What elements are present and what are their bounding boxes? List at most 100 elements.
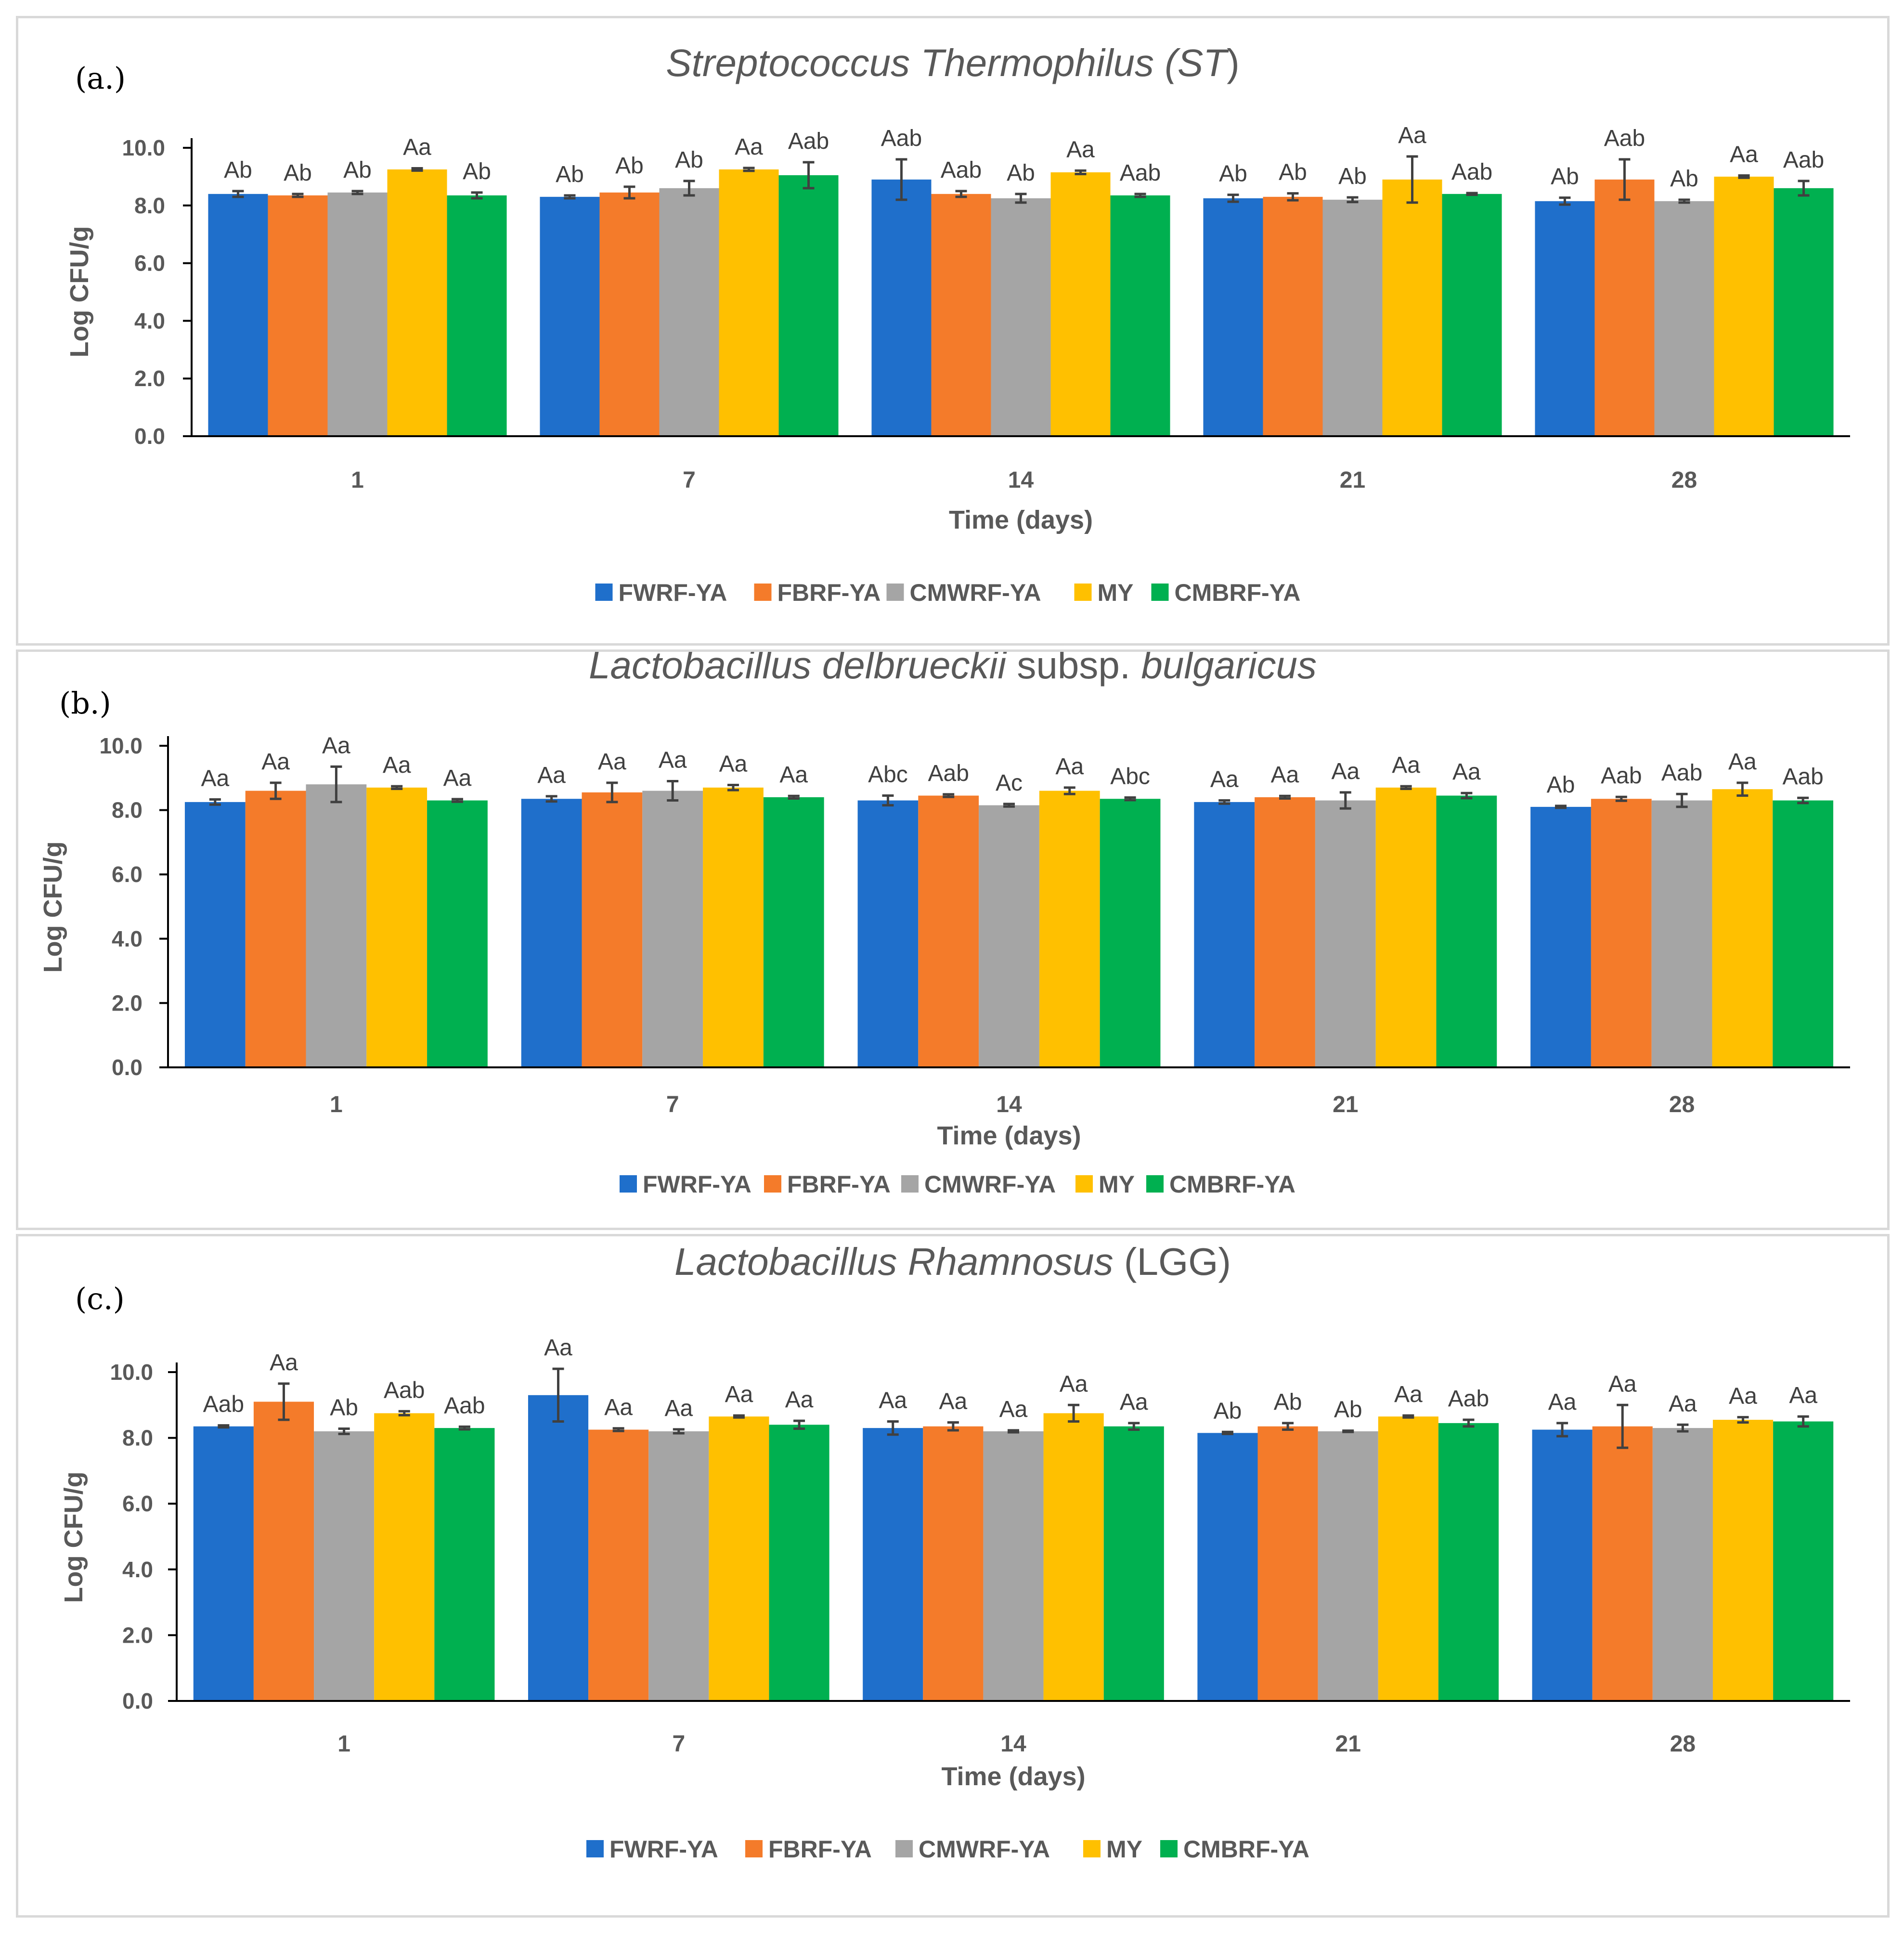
error-bar	[623, 185, 635, 200]
bar-cmwrf-ya-day-1	[314, 1431, 375, 1701]
chart-title-italic: Lactobacillus delbrueckii	[589, 652, 1007, 687]
significance-label: Ab	[343, 157, 372, 183]
legend-swatch	[1074, 584, 1092, 601]
error-bar	[1015, 193, 1027, 204]
legend-label: MY	[1098, 579, 1134, 606]
legend-item-my: MY	[1083, 1836, 1142, 1863]
y-tick-label: 10.0	[122, 135, 165, 160]
bar-fwrf-ya-day-14	[857, 800, 919, 1067]
error-bar	[1556, 1422, 1568, 1438]
bar-fwrf-ya-day-7	[528, 1395, 589, 1701]
error-bar	[1342, 1429, 1354, 1433]
significance-label: Aa	[1060, 1371, 1088, 1397]
significance-label: Ab	[1219, 161, 1247, 187]
bar-fwrf-ya-day-14	[871, 179, 932, 436]
error-bar	[1677, 1423, 1689, 1433]
error-bar	[1466, 192, 1478, 196]
error-bar	[733, 1414, 745, 1419]
bar-cmwrf-ya-day-28	[1651, 800, 1712, 1067]
error-bar	[1736, 781, 1749, 797]
significance-label: Aab	[1448, 1386, 1489, 1412]
significance-label: Aa	[879, 1388, 907, 1413]
bar-my-day-28	[1712, 1420, 1774, 1701]
bar-my-day-7	[709, 1416, 769, 1701]
significance-label: Aa	[999, 1397, 1028, 1422]
significance-label: Aa	[735, 134, 763, 160]
y-axis-title: Log CFU/g	[59, 1472, 88, 1603]
error-bar	[1124, 796, 1136, 802]
significance-label: Aab	[384, 1377, 425, 1403]
error-bar	[1003, 803, 1015, 808]
error-bar	[1347, 196, 1359, 204]
significance-label: Ab	[1214, 1398, 1242, 1424]
chart-title-plain: )	[1227, 41, 1240, 84]
legend-label: CMBRF-YA	[1169, 1171, 1295, 1198]
bar-fbrf-ya-day-1	[268, 195, 328, 436]
significance-label: Ab	[1338, 164, 1367, 189]
x-tick-label: 28	[1671, 467, 1697, 493]
bar-fwrf-ya-day-28	[1530, 806, 1591, 1067]
legend-swatch	[886, 584, 904, 601]
significance-label: Aa	[1728, 749, 1757, 775]
error-bar	[1282, 1422, 1294, 1431]
bar-cmwrf-ya-day-21	[1318, 1431, 1378, 1701]
error-bar	[895, 158, 907, 201]
error-bar	[1400, 785, 1412, 791]
significance-label: Aa	[1210, 767, 1239, 792]
y-tick-label: 8.0	[134, 193, 165, 218]
error-bar	[451, 798, 463, 803]
bar-cmbrf-ya-day-14	[1103, 1426, 1164, 1701]
panel-label: (a.)	[75, 61, 126, 96]
legend-label: FWRF-YA	[619, 579, 727, 606]
bar-fbrf-ya-day-28	[1592, 1426, 1653, 1701]
y-tick-label: 0.0	[122, 1688, 153, 1713]
bar-my-day-21	[1375, 787, 1437, 1067]
significance-label: Aab	[1783, 147, 1824, 173]
error-bar	[564, 194, 576, 200]
bar-fbrf-ya-day-1	[245, 791, 306, 1067]
bar-cmwrf-ya-day-14	[983, 1431, 1044, 1701]
error-bar	[793, 1419, 805, 1430]
bar-fbrf-ya-day-7	[599, 192, 660, 436]
error-bar	[1075, 169, 1087, 176]
significance-label: Aa	[383, 752, 411, 778]
legend-item-fwrf-ya: FWRF-YA	[586, 1836, 718, 1863]
bar-cmwrf-ya-day-7	[659, 188, 719, 436]
significance-label: Aa	[443, 765, 472, 791]
x-tick-label: 7	[683, 467, 696, 493]
significance-label: Ab	[330, 1395, 358, 1420]
error-bar	[338, 1427, 350, 1435]
bar-cmbrf-ya-day-21	[1442, 194, 1502, 436]
significance-label: Aa	[1331, 759, 1360, 784]
error-bar	[1402, 1414, 1414, 1419]
legend-item-fwrf-ya: FWRF-YA	[595, 579, 727, 606]
legend-label: CMWRF-YA	[924, 1171, 1056, 1198]
error-bar	[471, 191, 483, 200]
significance-label: Aa	[598, 749, 626, 775]
significance-label: Aa	[537, 763, 566, 788]
error-bar	[1617, 1403, 1629, 1449]
bar-cmbrf-ya-day-28	[1773, 1421, 1834, 1701]
bar-my-day-14	[1039, 791, 1100, 1067]
chart-panel-c: (c.) Lactobacillus Rhamnosus (LGG) 0.0 2.0…	[16, 1234, 1890, 1918]
bar-my-day-14	[1043, 1413, 1104, 1701]
x-tick-label: 21	[1333, 1092, 1358, 1117]
significance-label: Aab	[788, 129, 829, 154]
bar-cmwrf-ya-day-14	[991, 198, 1051, 436]
chart-title-italic: Lactobacillus Rhamnosus	[674, 1240, 1114, 1283]
x-tick-label: 7	[672, 1731, 685, 1757]
legend-swatch	[1160, 1840, 1178, 1857]
error-bar	[727, 783, 739, 791]
significance-label: Aa	[659, 747, 687, 773]
bar-cmbrf-ya-day-7	[778, 175, 839, 436]
legend-item-fbrf-ya: FBRF-YA	[754, 579, 881, 606]
x-tick-label: 21	[1340, 467, 1365, 493]
error-bar	[292, 193, 304, 198]
error-bar	[545, 795, 557, 803]
error-bar	[209, 798, 221, 806]
significance-label: Aa	[939, 1388, 968, 1414]
error-bar	[612, 1427, 624, 1432]
y-tick-label: 4.0	[122, 1557, 153, 1582]
legend-label: MY	[1099, 1171, 1135, 1198]
significance-label: Ab	[463, 159, 491, 184]
